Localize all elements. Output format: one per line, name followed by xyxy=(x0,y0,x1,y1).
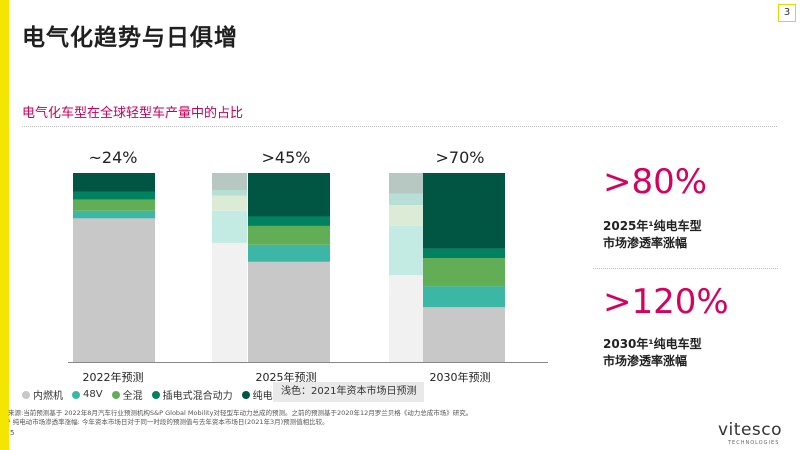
prev-bar-segment-bev_light-0 xyxy=(212,173,247,191)
x-tick-label-0: 2022年预测 xyxy=(83,370,144,384)
legend-label-48v: 48V xyxy=(83,389,103,400)
chart-legend: 内燃机 48V 全混 插电式混合动力 纯电 xyxy=(22,387,273,402)
bar-segment-ice-2 xyxy=(423,307,505,362)
prev-bar-segment-full_hybrid_light-1 xyxy=(389,205,424,226)
bar-total-label-0: ~24% xyxy=(89,148,138,167)
bar-segment-v48-0 xyxy=(73,210,155,219)
bar-total-label-2: >70% xyxy=(436,148,485,167)
kpi-2025-line1: 2025年¹纯电车型 xyxy=(603,219,702,233)
legend-dot-48v xyxy=(72,390,80,399)
slide-number: 5 xyxy=(10,429,15,437)
legend-label-full-hybrid: 全混 xyxy=(122,391,143,402)
vitesco-logo-subtitle: TECHNOLOGIES xyxy=(728,440,780,446)
bar-segment-full_hybrid-0 xyxy=(73,199,155,211)
bar-segment-phev-2 xyxy=(423,248,505,259)
prev-bar-segment-ice_light-1 xyxy=(389,275,424,362)
legend-item-phev: 插电式混合动力 xyxy=(151,387,233,402)
bar-segment-bev-2 xyxy=(423,173,505,249)
bar-total-label-1: >45% xyxy=(262,148,311,167)
stacked-bar-chart: ~24% 2022年预测 >45% 2025年预测 >70% 2030年预测 xyxy=(68,148,548,384)
bar-segment-phev-1 xyxy=(248,216,330,226)
footnote: 来源:当前预测基于 2022年8月汽车行业预测机构S&P Global Mobi… xyxy=(8,409,472,427)
prev-bar-segment-full_hybrid_light-0 xyxy=(212,195,247,211)
bar-segment-full_hybrid-1 xyxy=(248,225,330,245)
prev-bar-segment-bev_light-1 xyxy=(389,173,424,194)
legend-item-full-hybrid: 全混 xyxy=(111,387,143,402)
legend-label-phev: 插电式混合动力 xyxy=(162,391,233,402)
legend-item-bev: 纯电 xyxy=(241,387,273,402)
legend-label-bev: 纯电 xyxy=(252,391,273,402)
kpi-2030-line1: 2030年¹纯电车型 xyxy=(603,337,702,351)
legend-item-ice: 内燃机 xyxy=(22,387,63,402)
prev-bar-segment-phev_light-0 xyxy=(212,190,247,196)
legend-dot-bev xyxy=(241,390,250,399)
bar-segment-v48-2 xyxy=(423,286,505,308)
bar-segment-ice-1 xyxy=(248,261,330,362)
prev-bar-segment-v48_light-0 xyxy=(212,210,247,243)
legend-dot-phev xyxy=(151,390,160,399)
bar-segment-bev-0 xyxy=(73,173,155,192)
footnote-source: 来源:当前预测基于 2022年8月汽车行业预测机构S&P Global Mobi… xyxy=(8,409,473,417)
x-tick-label-2: 2030年预测 xyxy=(430,370,491,384)
kpi-2025-value: >80% xyxy=(603,162,708,202)
bar-segment-full_hybrid-2 xyxy=(423,258,505,287)
kpi-2030-value: >120% xyxy=(603,282,729,322)
kpi-2030-description: 2030年¹纯电车型 市场渗透率涨幅 xyxy=(603,336,702,370)
chart-subtitle: 电气化车型在全球轻型车产量中的占比 xyxy=(22,106,244,121)
legend-label-ice: 内燃机 xyxy=(33,391,63,402)
light-color-note: 浅色：2021年资本市场日预测 xyxy=(273,382,425,402)
bar-segment-bev-1 xyxy=(248,173,330,217)
kpi-2025-description: 2025年¹纯电车型 市场渗透率涨幅 xyxy=(603,218,702,252)
legend-item-48v: 48V xyxy=(72,389,103,400)
prev-bar-segment-v48_light-1 xyxy=(389,225,424,276)
accent-bar xyxy=(0,0,9,450)
legend-dot-ice xyxy=(22,390,30,399)
kpi-2025-line2: 市场渗透率涨幅 xyxy=(603,236,688,250)
bar-segment-v48-1 xyxy=(248,244,330,262)
prev-bar-segment-phev_light-1 xyxy=(389,193,424,206)
prev-bar-segment-ice_light-0 xyxy=(212,242,247,362)
footnote-definition: ¹ 纯电动市场渗透率涨幅: 今年资本市场日对于同一时段的预测值与去年资本市场日(… xyxy=(8,418,329,426)
kpi-divider xyxy=(593,268,778,269)
page-number: 3 xyxy=(778,4,796,22)
legend-dot-full-hybrid xyxy=(111,390,120,399)
subtitle-divider xyxy=(22,126,777,127)
bar-segment-phev-0 xyxy=(73,191,155,200)
vitesco-logo: vitesco xyxy=(718,420,783,440)
kpi-2030-line2: 市场渗透率涨幅 xyxy=(603,354,688,368)
bar-segment-ice-0 xyxy=(73,218,155,362)
x-tick-label-1: 2025年预测 xyxy=(256,370,317,384)
page-title: 电气化趋势与日俱增 xyxy=(22,25,238,51)
